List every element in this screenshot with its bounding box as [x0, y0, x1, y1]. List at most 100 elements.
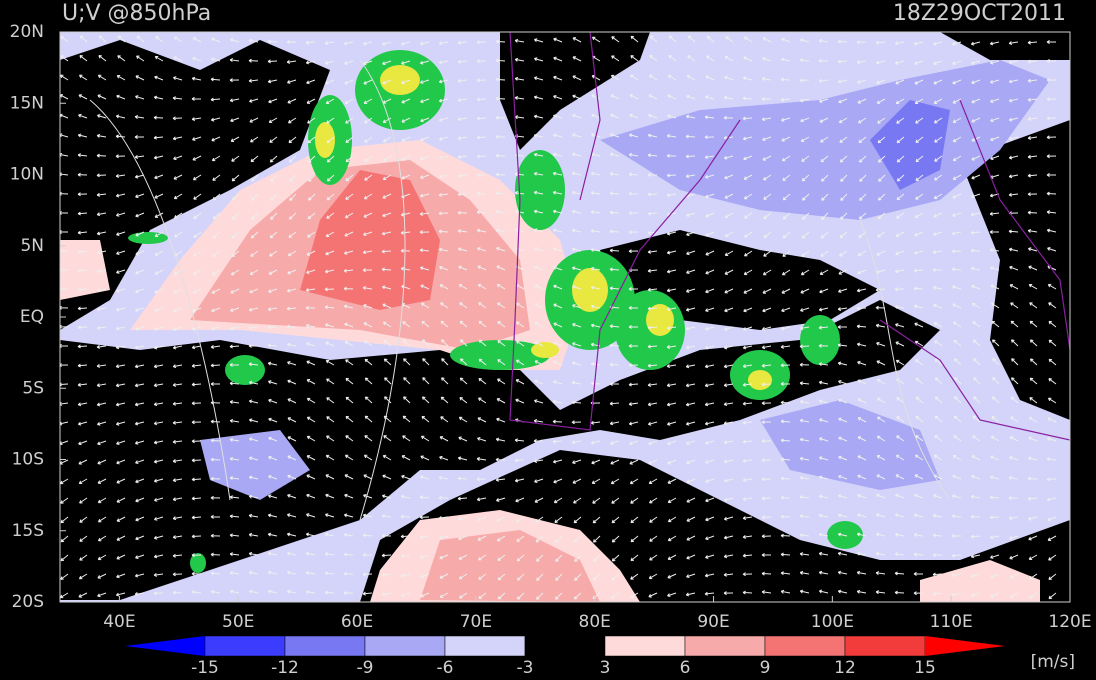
- wind-arrow: [686, 573, 696, 579]
- wind-arrow: [478, 592, 487, 600]
- wind-arrow: [97, 516, 107, 523]
- wind-arrow: [1047, 437, 1057, 442]
- wind-arrow: [761, 439, 772, 444]
- wind-arrow: [686, 497, 696, 503]
- wind-arrow: [210, 419, 221, 424]
- wind-arrow: [400, 248, 411, 253]
- wind-arrow: [154, 55, 164, 62]
- wind-arrow: [248, 532, 259, 537]
- wind-arrow: [970, 554, 981, 559]
- wind-arrow: [761, 401, 772, 406]
- wind-arrow: [79, 554, 88, 561]
- wind-arrow: [402, 435, 411, 442]
- wind-arrow: [419, 495, 430, 500]
- wind-arrow: [610, 478, 620, 485]
- wind-arrow: [590, 420, 601, 425]
- wind-arrow: [951, 534, 962, 538]
- wind-arrow: [268, 436, 278, 442]
- wind-arrow: [419, 515, 430, 520]
- wind-arrow: [97, 497, 107, 504]
- wind-arrow: [553, 114, 563, 119]
- wind-arrow: [115, 592, 126, 597]
- wind-arrow: [628, 191, 639, 196]
- lat-label: 20N: [10, 22, 44, 42]
- lon-label: 90E: [697, 612, 729, 632]
- wind-arrow: [229, 344, 240, 349]
- wind-arrow: [666, 250, 677, 255]
- wind-arrow: [115, 421, 126, 426]
- wind-arrow: [212, 174, 221, 181]
- wind-arrow: [115, 307, 126, 312]
- wind-arrow: [496, 417, 506, 423]
- colorbar: -15 -12 -9 -6 -3 3 6 9 12 15 [m/s]: [125, 635, 1075, 678]
- wind-arrow: [307, 231, 316, 238]
- wind-arrow: [440, 396, 449, 404]
- wind-arrow: [571, 209, 582, 214]
- wind-arrow: [210, 457, 221, 462]
- wind-arrow: [913, 533, 924, 537]
- wind-arrow: [1047, 246, 1057, 252]
- wind-arrow: [495, 115, 506, 120]
- wind-arrow: [742, 116, 753, 121]
- wind-arrow: [686, 94, 696, 100]
- wind-arrow: [438, 211, 449, 216]
- wind-arrow: [267, 570, 278, 575]
- wind-arrow: [496, 398, 506, 404]
- wind-arrow: [628, 230, 639, 235]
- wind-arrow: [837, 307, 848, 311]
- wind-arrow: [1046, 59, 1057, 63]
- wind-arrow: [952, 155, 962, 162]
- wind-arrow: [476, 78, 487, 83]
- wind-arrow: [838, 288, 848, 293]
- wind-arrow: [742, 497, 753, 502]
- wind-arrow: [894, 287, 905, 292]
- wind-arrow: [553, 265, 563, 271]
- wind-arrow: [248, 78, 259, 83]
- wind-arrow: [229, 533, 240, 538]
- wind-arrow: [97, 592, 107, 598]
- wind-arrow: [1010, 320, 1019, 328]
- wind-arrow: [363, 98, 373, 104]
- wind-arrow: [116, 497, 126, 503]
- wind-arrow: [1008, 247, 1019, 252]
- wind-arrow: [495, 172, 506, 177]
- wind-arrow: [952, 321, 962, 328]
- wind-arrow: [77, 172, 88, 177]
- wind-arrow: [457, 78, 468, 83]
- lon-label: 50E: [222, 612, 254, 632]
- wind-arrow: [268, 398, 278, 404]
- wind-arrow: [667, 554, 677, 560]
- wind-arrow: [802, 193, 810, 201]
- wind-arrow: [1028, 283, 1038, 290]
- wind-arrow: [705, 193, 715, 199]
- wind-arrow: [210, 514, 221, 519]
- wind-arrow: [687, 35, 696, 43]
- wind-arrow: [191, 420, 202, 425]
- wind-arrow: [210, 117, 221, 122]
- wind-arrow: [343, 41, 354, 46]
- wind-arrow: [782, 193, 791, 201]
- wind-arrow: [96, 383, 107, 388]
- wind-arrow: [287, 455, 297, 461]
- wind-arrow: [439, 455, 449, 461]
- wind-arrow: [573, 516, 582, 524]
- wind-arrow: [666, 231, 677, 236]
- wind-arrow: [743, 56, 753, 62]
- wind-arrow: [876, 493, 886, 499]
- wind-arrow: [231, 155, 240, 162]
- wind-arrow: [401, 117, 411, 123]
- wind-arrow: [572, 285, 582, 290]
- wind-arrow: [382, 212, 392, 218]
- wind-arrow: [153, 554, 164, 559]
- wind-arrow: [457, 516, 468, 521]
- wind-arrow: [248, 307, 259, 312]
- wind-arrow: [516, 321, 525, 328]
- wind-arrow: [248, 589, 259, 594]
- wind-arrow: [762, 155, 772, 161]
- wind-arrow: [515, 398, 525, 404]
- wind-arrow: [856, 306, 867, 311]
- wind-arrow: [364, 174, 373, 181]
- wind-arrow: [77, 192, 88, 197]
- wind-arrow: [952, 212, 962, 218]
- wind-arrow: [305, 570, 316, 575]
